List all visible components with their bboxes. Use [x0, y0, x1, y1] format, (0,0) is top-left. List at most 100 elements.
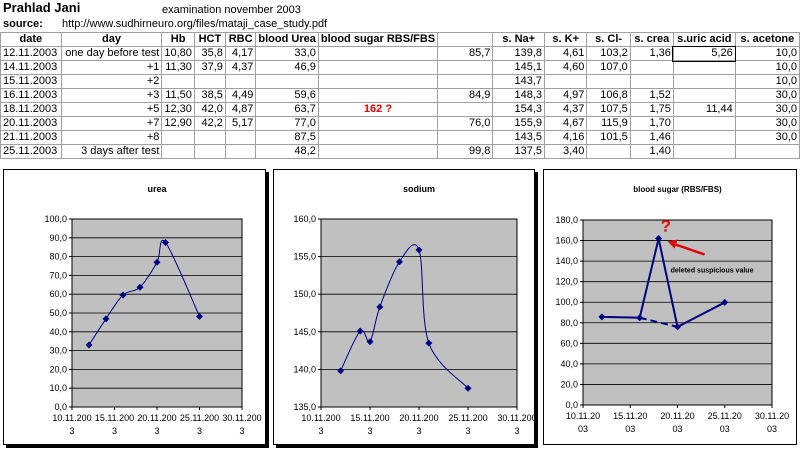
table-cell[interactable]: 137,5 — [492, 144, 546, 159]
table-cell[interactable] — [317, 60, 439, 75]
table-cell[interactable]: 4,60 — [544, 60, 588, 75]
table-cell[interactable] — [672, 144, 736, 159]
table-cell[interactable]: 37,9 — [193, 60, 226, 75]
table-cell[interactable]: 12,90 — [161, 116, 195, 131]
table-cell[interactable]: 1,70 — [629, 116, 674, 131]
table-cell[interactable] — [193, 130, 226, 145]
table-cell[interactable] — [672, 130, 736, 145]
column-header[interactable]: date — [0, 32, 62, 47]
column-header[interactable]: blood sugar RBS/FBS — [317, 32, 439, 47]
column-header[interactable] — [437, 32, 494, 47]
table-cell[interactable]: 18.11.2003 — [0, 102, 62, 117]
column-header[interactable]: s. crea — [629, 32, 674, 47]
sodium-chart[interactable]: sodium 135,0 140,0 145,0 150,0 155,0 160,0 10.1… — [273, 169, 537, 445]
table-cell[interactable] — [224, 144, 257, 159]
table-cell[interactable]: 1,40 — [629, 144, 674, 159]
table-cell[interactable]: 4,37 — [544, 102, 588, 117]
table-cell[interactable]: 87,5 — [255, 130, 319, 145]
table-cell[interactable] — [224, 74, 257, 89]
table-cell[interactable] — [544, 74, 588, 89]
table-cell[interactable] — [193, 144, 226, 159]
table-cell[interactable] — [317, 88, 439, 103]
column-header[interactable]: s. acetone — [734, 32, 800, 47]
table-cell[interactable]: 30,0 — [734, 88, 800, 103]
table-cell[interactable]: 42,0 — [193, 102, 226, 117]
table-cell[interactable] — [437, 130, 494, 145]
table-cell[interactable]: 10,0 — [734, 60, 800, 75]
table-cell[interactable]: 10,0 — [734, 46, 800, 61]
table-cell[interactable] — [586, 144, 631, 159]
table-cell[interactable]: 107,0 — [586, 60, 631, 75]
table-cell[interactable]: 148,3 — [492, 88, 546, 103]
table-cell[interactable]: 154,3 — [492, 102, 546, 117]
column-header[interactable]: Hb — [161, 32, 195, 47]
source-url[interactable]: http://www.sudhirneuro.org/files/mataji_… — [62, 18, 328, 30]
table-cell[interactable]: 155,9 — [492, 116, 546, 131]
table-cell[interactable]: 143,7 — [492, 74, 546, 89]
table-cell[interactable]: 4,97 — [544, 88, 588, 103]
urea-chart[interactable]: urea 0,0 10,0 20,0 30,0 40,0 50,0 60,0 70,0 80,0 9… — [3, 169, 266, 445]
table-cell[interactable]: 10,0 — [734, 74, 800, 89]
table-cell[interactable] — [437, 74, 494, 89]
table-cell[interactable]: 46,9 — [255, 60, 319, 75]
table-cell[interactable]: 4,67 — [544, 116, 588, 131]
table-cell[interactable]: 139,8 — [492, 46, 546, 61]
column-header[interactable]: s.uric acid — [672, 32, 736, 47]
table-cell[interactable]: 1,36 — [629, 46, 674, 61]
table-cell[interactable]: 16.11.2003 — [0, 88, 62, 103]
table-cell[interactable]: 12,30 — [161, 102, 195, 117]
table-cell[interactable]: 11,44 — [672, 102, 736, 117]
table-cell[interactable]: 103,2 — [586, 46, 631, 61]
table-cell[interactable] — [629, 60, 674, 75]
table-cell[interactable]: 30,0 — [734, 116, 800, 131]
table-cell[interactable] — [161, 130, 195, 145]
table-cell[interactable]: 85,7 — [437, 46, 494, 61]
table-cell[interactable]: 63,7 — [255, 102, 319, 117]
column-header[interactable]: HCT — [193, 32, 226, 47]
table-cell[interactable] — [161, 74, 195, 89]
table-cell[interactable]: 10,80 — [161, 46, 195, 61]
column-header[interactable]: s. Cl- — [586, 32, 631, 47]
table-cell[interactable]: 1,75 — [629, 102, 674, 117]
table-cell[interactable]: 5,17 — [224, 116, 257, 131]
table-cell[interactable]: 107,5 — [586, 102, 631, 117]
table-cell[interactable]: 162 ? — [317, 102, 439, 117]
table-cell[interactable]: +5 — [60, 102, 163, 117]
table-cell[interactable]: 12.11.2003 — [0, 46, 62, 61]
table-cell[interactable]: 106,8 — [586, 88, 631, 103]
table-cell[interactable]: 1,52 — [629, 88, 674, 103]
column-header[interactable]: RBC — [224, 32, 257, 47]
table-cell[interactable] — [224, 130, 257, 145]
table-cell[interactable]: 4,87 — [224, 102, 257, 117]
table-cell[interactable] — [672, 88, 736, 103]
table-cell[interactable]: 35,8 — [193, 46, 226, 61]
table-cell[interactable] — [317, 116, 439, 131]
table-cell[interactable]: 145,1 — [492, 60, 546, 75]
table-cell[interactable]: 76,0 — [437, 116, 494, 131]
table-cell[interactable]: 11,50 — [161, 88, 195, 103]
column-header[interactable]: s. K+ — [544, 32, 588, 47]
table-cell[interactable]: 4,61 — [544, 46, 588, 61]
table-cell[interactable] — [437, 102, 494, 117]
table-cell[interactable] — [734, 144, 800, 159]
table-cell[interactable]: 38,5 — [193, 88, 226, 103]
table-cell[interactable]: 3,40 — [544, 144, 588, 159]
table-cell[interactable]: +3 — [60, 88, 163, 103]
table-cell[interactable]: 84,9 — [437, 88, 494, 103]
table-cell[interactable] — [317, 144, 439, 159]
table-cell[interactable] — [672, 74, 736, 89]
table-cell[interactable] — [586, 74, 631, 89]
table-cell[interactable]: 59,6 — [255, 88, 319, 103]
table-cell[interactable] — [317, 130, 439, 145]
table-cell[interactable]: 5,26 — [672, 45, 737, 62]
table-cell[interactable]: 99,8 — [437, 144, 494, 159]
table-cell[interactable] — [672, 60, 736, 75]
table-cell[interactable]: 4,17 — [224, 46, 257, 61]
table-cell[interactable]: 14.11.2003 — [0, 60, 62, 75]
column-header[interactable]: blood Urea — [255, 32, 319, 47]
table-cell[interactable]: +1 — [60, 60, 163, 75]
table-cell[interactable]: 48,2 — [255, 144, 319, 159]
table-cell[interactable]: 21.11.2003 — [0, 130, 62, 145]
table-cell[interactable]: 143,5 — [492, 130, 546, 145]
blood-sugar-chart[interactable]: blood sugar (RBS/FBS) 0,0 20,0 40,0 60,0 80,0… — [543, 169, 797, 445]
